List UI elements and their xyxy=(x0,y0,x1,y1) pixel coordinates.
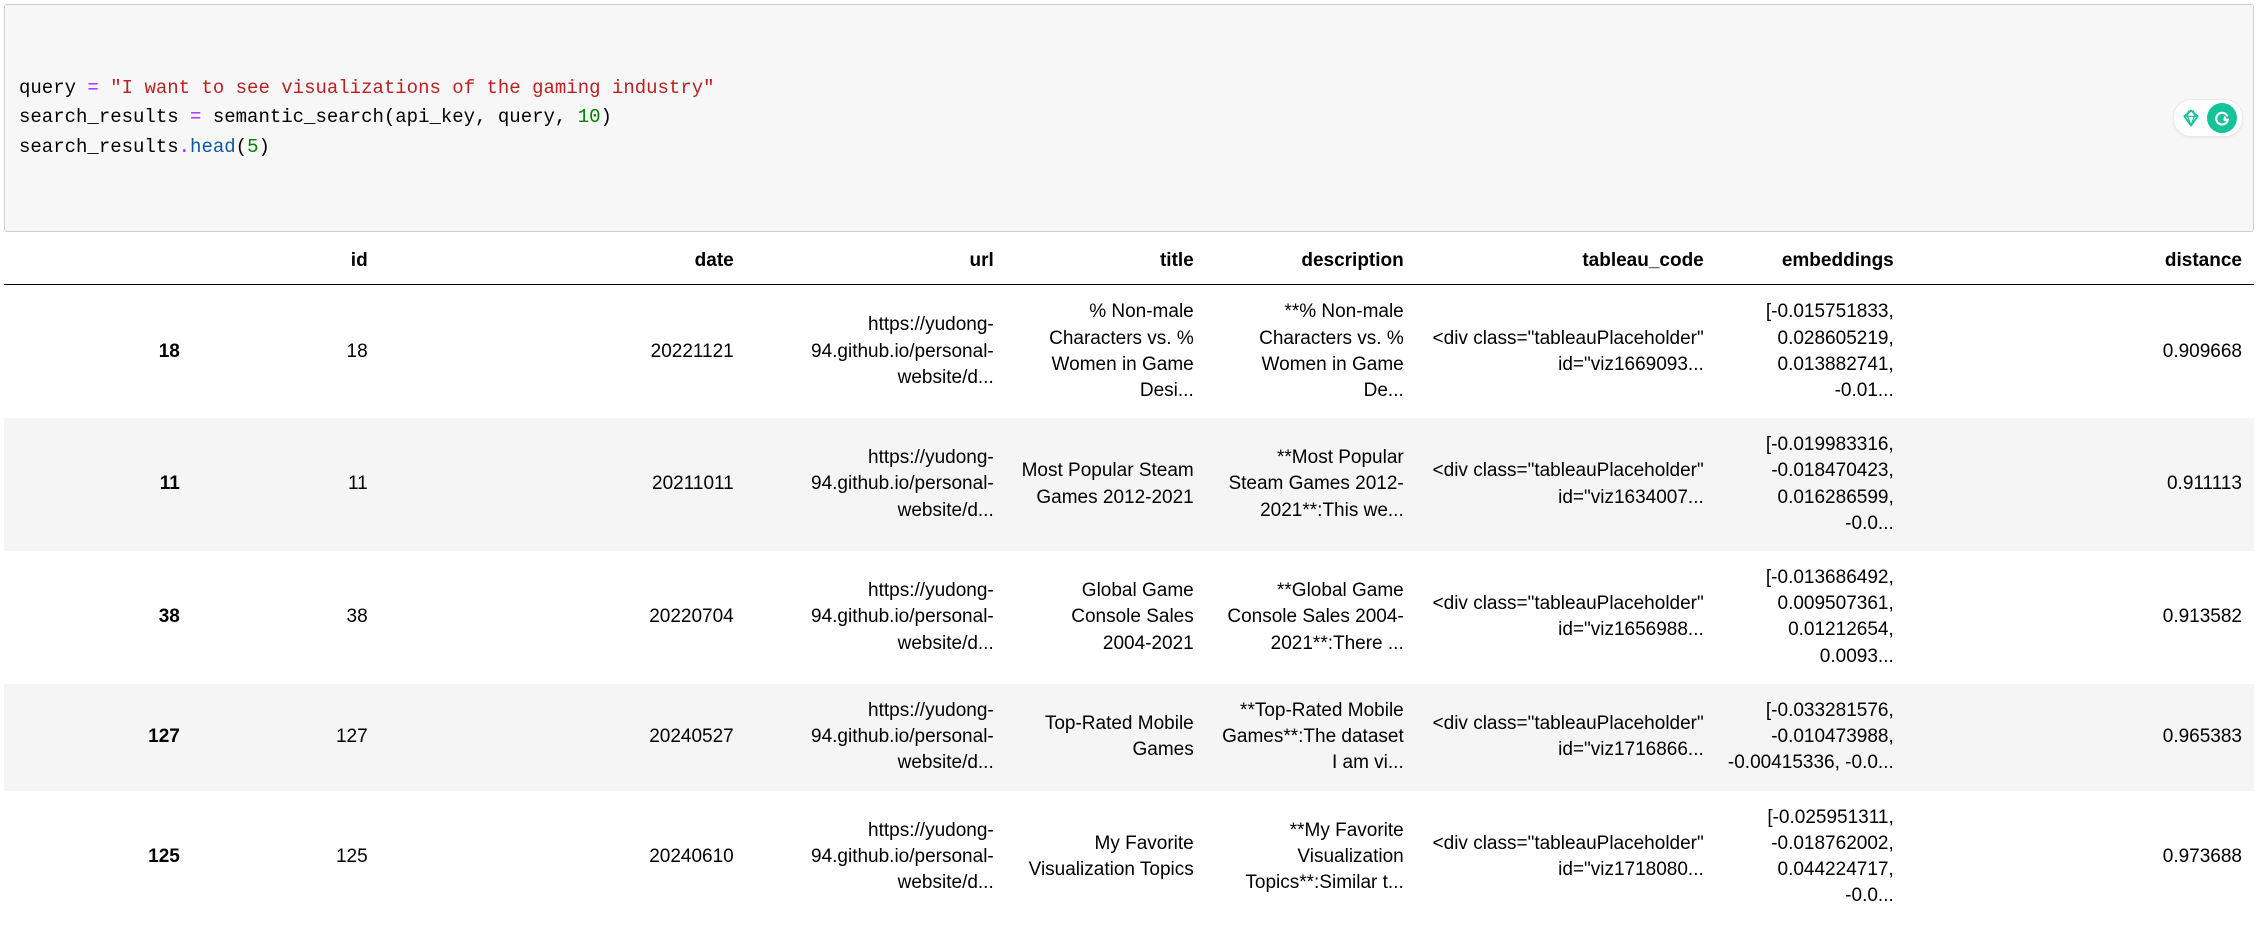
code-token: ) xyxy=(601,106,612,128)
cell-description: **% Non-male Characters vs. % Women in G… xyxy=(1206,285,1416,418)
cell-description: **My Favorite Visualization Topics**:Sim… xyxy=(1206,791,1416,924)
cell-tableau_code: <div class="tableauPlaceholder" id="viz1… xyxy=(1416,551,1716,684)
dataframe-output: id date url title description tableau_co… xyxy=(4,238,2254,923)
header-row: id date url title description tableau_co… xyxy=(4,238,2254,285)
cell-description: **Top-Rated Mobile Games**:The dataset I… xyxy=(1206,684,1416,791)
code-token: = xyxy=(190,106,201,128)
cell-embeddings: [-0.013686492, 0.009507361, 0.01212654, … xyxy=(1716,551,1906,684)
cell-url: https://yudong-94.github.io/personal-web… xyxy=(746,791,1006,924)
row-index: 125 xyxy=(4,791,192,924)
cell-url: https://yudong-94.github.io/personal-web… xyxy=(746,418,1006,551)
code-token: = xyxy=(87,77,98,99)
cell-tableau_code: <div class="tableauPlaceholder" id="viz1… xyxy=(1416,791,1716,924)
cell-date: 20211011 xyxy=(380,418,746,551)
code-cell: query = "I want to see visualizations of… xyxy=(4,4,2254,232)
code-token: ) xyxy=(258,136,269,158)
cell-tableau_code: <div class="tableauPlaceholder" id="viz1… xyxy=(1416,684,1716,791)
cell-distance: 0.911113 xyxy=(1906,418,2254,551)
col-tableau-code: tableau_code xyxy=(1416,238,1716,285)
col-title: title xyxy=(1006,238,1206,285)
cell-embeddings: [-0.019983316, -0.018470423, 0.016286599… xyxy=(1716,418,1906,551)
cell-distance: 0.973688 xyxy=(1906,791,2254,924)
code-token: semantic_search(api_key, query, xyxy=(201,106,577,128)
cell-id: 11 xyxy=(192,418,380,551)
col-index xyxy=(4,238,192,285)
code-token: query xyxy=(19,77,87,99)
cell-date: 20220704 xyxy=(380,551,746,684)
grammarly-icon[interactable] xyxy=(2207,103,2237,133)
cell-title: Most Popular Steam Games 2012-2021 xyxy=(1006,418,1206,551)
col-id: id xyxy=(192,238,380,285)
cell-distance: 0.909668 xyxy=(1906,285,2254,418)
row-index: 38 xyxy=(4,551,192,684)
cell-url: https://yudong-94.github.io/personal-web… xyxy=(746,684,1006,791)
code-token: search_results xyxy=(19,106,190,128)
col-url: url xyxy=(746,238,1006,285)
cell-id: 125 xyxy=(192,791,380,924)
code-token: "I want to see visualizations of the gam… xyxy=(110,77,714,99)
cell-distance: 0.965383 xyxy=(1906,684,2254,791)
col-embeddings: embeddings xyxy=(1716,238,1906,285)
table-row: 181820221121https://yudong-94.github.io/… xyxy=(4,285,2254,418)
cell-date: 20240527 xyxy=(380,684,746,791)
cell-title: Top-Rated Mobile Games xyxy=(1006,684,1206,791)
cell-distance: 0.913582 xyxy=(1906,551,2254,684)
cell-tableau_code: <div class="tableauPlaceholder" id="viz1… xyxy=(1416,418,1716,551)
cell-title: Global Game Console Sales 2004-2021 xyxy=(1006,551,1206,684)
cell-date: 20221121 xyxy=(380,285,746,418)
diamond-icon[interactable] xyxy=(2179,106,2203,130)
code-token: search_results xyxy=(19,136,179,158)
cell-url: https://yudong-94.github.io/personal-web… xyxy=(746,285,1006,418)
cell-title: My Favorite Visualization Topics xyxy=(1006,791,1206,924)
cell-embeddings: [-0.033281576, -0.010473988, -0.00415336… xyxy=(1716,684,1906,791)
code-token: head xyxy=(190,136,236,158)
cell-id: 127 xyxy=(192,684,380,791)
code-token: . xyxy=(179,136,190,158)
table-row: 111120211011https://yudong-94.github.io/… xyxy=(4,418,2254,551)
cell-url: https://yudong-94.github.io/personal-web… xyxy=(746,551,1006,684)
col-description: description xyxy=(1206,238,1416,285)
cell-id: 18 xyxy=(192,285,380,418)
cell-description: **Global Game Console Sales 2004-2021**:… xyxy=(1206,551,1416,684)
dataframe-table: id date url title description tableau_co… xyxy=(4,238,2254,923)
code-line: search_results = semantic_search(api_key… xyxy=(19,103,2239,132)
col-distance: distance xyxy=(1906,238,2254,285)
cell-id: 38 xyxy=(192,551,380,684)
cell-date: 20240610 xyxy=(380,791,746,924)
cell-description: **Most Popular Steam Games 2012-2021**:T… xyxy=(1206,418,1416,551)
row-index: 18 xyxy=(4,285,192,418)
code-token: 10 xyxy=(578,106,601,128)
dataframe-body: 181820221121https://yudong-94.github.io/… xyxy=(4,285,2254,924)
code-line: query = "I want to see visualizations of… xyxy=(19,74,2239,103)
code-lines-container: query = "I want to see visualizations of… xyxy=(19,74,2239,162)
cell-tableau_code: <div class="tableauPlaceholder" id="viz1… xyxy=(1416,285,1716,418)
row-index: 127 xyxy=(4,684,192,791)
code-token xyxy=(99,77,110,99)
code-token: 5 xyxy=(247,136,258,158)
table-row: 383820220704https://yudong-94.github.io/… xyxy=(4,551,2254,684)
table-row: 12712720240527https://yudong-94.github.i… xyxy=(4,684,2254,791)
code-token: ( xyxy=(236,136,247,158)
code-line: search_results.head(5) xyxy=(19,133,2239,162)
table-row: 12512520240610https://yudong-94.github.i… xyxy=(4,791,2254,924)
row-index: 11 xyxy=(4,418,192,551)
cell-title: % Non-male Characters vs. % Women in Gam… xyxy=(1006,285,1206,418)
cell-embeddings: [-0.015751833, 0.028605219, 0.013882741,… xyxy=(1716,285,1906,418)
extension-badges xyxy=(2173,99,2243,137)
cell-embeddings: [-0.025951311, -0.018762002, 0.044224717… xyxy=(1716,791,1906,924)
col-date: date xyxy=(380,238,746,285)
